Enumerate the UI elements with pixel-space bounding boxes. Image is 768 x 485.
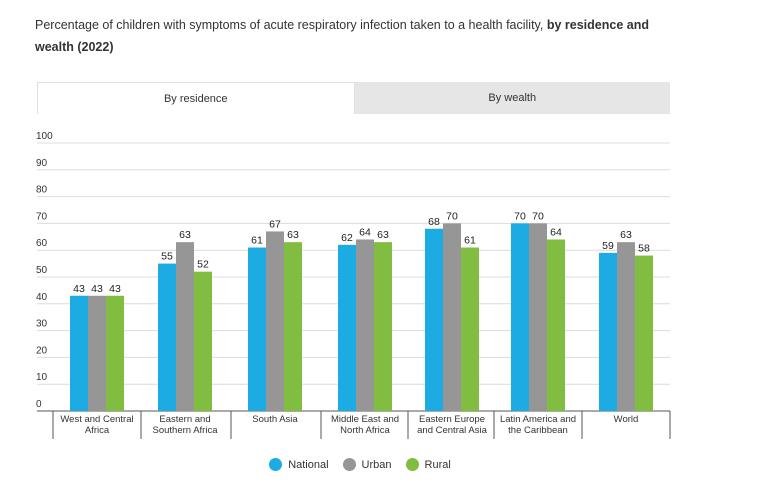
bar-urban[interactable]: [266, 231, 284, 411]
bar-rural[interactable]: [374, 242, 392, 411]
bar-urban[interactable]: [443, 223, 461, 411]
bar-national[interactable]: [338, 244, 356, 411]
x-tick-label: Middle East and: [331, 414, 399, 425]
bar-value-label: 43: [73, 283, 85, 295]
bar-value-label: 43: [109, 283, 121, 295]
chart-title: Percentage of children with symptoms of …: [35, 14, 685, 58]
legend-swatch-national: [269, 458, 283, 471]
bar-rural[interactable]: [635, 255, 653, 411]
legend-item-rural[interactable]: Rural: [405, 458, 451, 471]
tab-by-wealth[interactable]: By wealth: [354, 82, 670, 114]
y-tick-label: 60: [36, 238, 48, 249]
x-tick-label: World: [614, 414, 639, 425]
y-tick-label: 40: [36, 292, 48, 303]
bar-urban[interactable]: [617, 242, 635, 411]
bar-urban[interactable]: [176, 242, 194, 411]
bar-value-label: 62: [341, 232, 353, 244]
bar-value-label: 64: [550, 226, 562, 238]
bar-rural[interactable]: [194, 271, 212, 411]
legend-label-national: National: [288, 458, 329, 471]
legend-label-urban: Urban: [361, 458, 392, 471]
bar-rural[interactable]: [284, 242, 302, 411]
bar-value-label: 52: [197, 259, 209, 271]
x-tick-label: Africa: [85, 425, 110, 436]
bar-value-label: 61: [251, 235, 263, 247]
bar-value-label: 63: [620, 229, 632, 241]
legend-swatch-urban: [342, 458, 356, 471]
tab-bar: By residence By wealth: [37, 82, 670, 114]
chart-title-bold: by residence and wealth (2022): [35, 18, 649, 54]
bar-national[interactable]: [158, 263, 176, 411]
y-tick-label: 50: [36, 265, 48, 276]
legend-swatch-rural: [405, 458, 419, 471]
x-tick-label: Eastern and: [159, 414, 210, 425]
bar-value-label: 70: [532, 210, 544, 222]
bar-value-label: 58: [638, 243, 650, 255]
bar-value-label: 68: [428, 216, 440, 228]
x-tick-label: Latin America and: [500, 414, 576, 425]
bar-chart: 0 10 20 30 40 50 60 70 80 90 100 43 43 43 West and Cen…: [36, 131, 671, 439]
chart-title-plain: Percentage of children with symptoms of …: [35, 18, 547, 32]
y-tick-label: 90: [36, 158, 48, 169]
x-tick-label: South Asia: [252, 414, 298, 425]
bar-value-label: 43: [91, 283, 103, 295]
bar-value-label: 70: [514, 210, 526, 222]
bar-rural[interactable]: [461, 247, 479, 411]
y-tick-label: 80: [36, 185, 48, 196]
x-tick-label: Southern Africa: [153, 425, 219, 436]
legend-label-rural: Rural: [424, 458, 451, 471]
chart-legend: National Urban Rural: [0, 458, 720, 471]
bar-value-label: 70: [446, 210, 458, 222]
x-tick-label: the Caribbean: [508, 425, 568, 436]
y-tick-label: 0: [36, 399, 42, 410]
bar-national[interactable]: [425, 228, 443, 411]
bar-value-label: 63: [287, 229, 299, 241]
bar-value-label: 59: [602, 240, 614, 252]
bar-rural[interactable]: [106, 295, 124, 411]
legend-item-national[interactable]: National: [269, 458, 329, 471]
bar-national[interactable]: [248, 247, 266, 411]
x-tick-label: North Africa: [340, 425, 390, 436]
y-tick-label: 10: [36, 372, 48, 383]
bar-national[interactable]: [511, 223, 529, 411]
bar-value-label: 64: [359, 226, 371, 238]
y-tick-label: 100: [36, 131, 53, 142]
y-tick-label: 70: [36, 211, 48, 222]
tab-by-residence[interactable]: By residence: [37, 82, 355, 114]
bar-value-label: 67: [269, 218, 281, 230]
bar-value-label: 63: [179, 229, 191, 241]
legend-item-urban[interactable]: Urban: [342, 458, 392, 471]
y-tick-label: 20: [36, 345, 48, 356]
bar-value-label: 61: [464, 235, 476, 247]
bar-rural[interactable]: [547, 239, 565, 411]
bar-urban[interactable]: [529, 223, 547, 411]
bar-national[interactable]: [599, 252, 617, 411]
y-tick-label: 30: [36, 319, 48, 330]
bar-value-label: 63: [377, 229, 389, 241]
bar-urban[interactable]: [88, 295, 106, 411]
bar-value-label: 55: [161, 251, 173, 263]
x-tick-label: Eastern Europe: [419, 414, 485, 425]
x-tick-label: West and Central: [60, 414, 133, 425]
bar-urban[interactable]: [356, 239, 374, 411]
x-tick-label: and Central Asia: [417, 425, 487, 436]
bar-national[interactable]: [70, 295, 88, 411]
